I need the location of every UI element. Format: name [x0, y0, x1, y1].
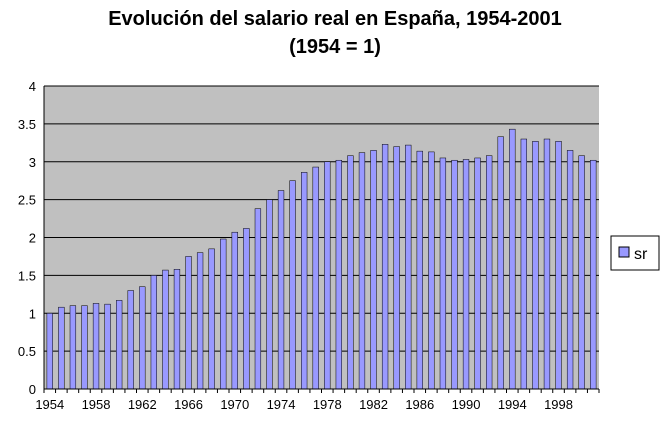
- bar-1985: [405, 144, 412, 390]
- x-tick-label: 1958: [82, 397, 111, 412]
- y-tick-label: 3.5: [18, 117, 36, 132]
- bars: [46, 128, 597, 390]
- bar-1963: [150, 275, 157, 390]
- bar-1989: [451, 159, 458, 390]
- legend-label-sr: sr: [634, 246, 648, 263]
- chart-subtitle: (1954 = 1): [289, 36, 381, 58]
- bar-1995: [520, 138, 527, 390]
- bar-1992: [486, 155, 493, 390]
- bar-1999: [566, 150, 574, 390]
- y-tick-label: 1.5: [18, 268, 36, 283]
- bar-1986: [416, 150, 423, 390]
- bar-1968: [208, 248, 215, 390]
- x-tick-label: 1998: [544, 397, 573, 412]
- bar-1960: [116, 300, 123, 390]
- y-tick-label: 0: [29, 382, 36, 397]
- bar-1975: [289, 180, 296, 390]
- x-tick-label: 1962: [128, 397, 157, 412]
- x-tick-label: 1982: [359, 397, 388, 412]
- bar-1970: [231, 231, 238, 390]
- y-tick-label: 3: [29, 155, 36, 170]
- legend: sr: [610, 235, 660, 271]
- x-tick-label: 1954: [35, 397, 64, 412]
- legend-swatch: [618, 246, 630, 258]
- bar-1956: [69, 305, 77, 390]
- bar-1979: [335, 159, 342, 390]
- bar-1991: [474, 157, 481, 390]
- bar-1984: [393, 146, 400, 390]
- y-tick-label: 2: [29, 231, 36, 246]
- bar-1974: [277, 190, 285, 390]
- x-tick-label: 1974: [267, 397, 296, 412]
- bar-1969: [220, 238, 227, 390]
- bar-1996: [532, 141, 539, 390]
- bar-2000: [578, 155, 585, 390]
- bar-1987: [428, 151, 435, 390]
- y-tick-label: 0.5: [18, 344, 36, 359]
- x-tick-label: 1986: [405, 397, 434, 412]
- x-tick-label: 1994: [498, 397, 527, 412]
- bar-1980: [347, 155, 354, 390]
- bar-1967: [196, 252, 204, 390]
- bar-1964: [162, 269, 169, 390]
- y-tick-label: 1: [29, 306, 36, 321]
- bar-1976: [301, 172, 308, 390]
- bar-1959: [104, 303, 111, 390]
- bar-1988: [439, 157, 447, 390]
- bar-2001: [590, 159, 597, 390]
- bar-1994: [509, 128, 516, 390]
- bar-1978: [324, 161, 331, 390]
- x-tick-label: 1990: [452, 397, 481, 412]
- chart-title: Evolución del salario real en España, 19…: [108, 8, 562, 30]
- bar-1981: [358, 152, 366, 390]
- y-tick-label: 4: [29, 79, 36, 94]
- bar-1971: [243, 228, 250, 390]
- bar-1993: [497, 136, 504, 390]
- bar-1977: [312, 166, 319, 390]
- bar-1972: [254, 208, 262, 390]
- bar-1990: [462, 159, 470, 390]
- y-axis: 0 0.5 1 1.5 2 2.5 3 3.5 4: [18, 79, 45, 397]
- gridlines: [44, 85, 599, 390]
- bar-1966: [185, 256, 192, 390]
- bar-1983: [381, 144, 389, 390]
- bar-1955: [58, 306, 65, 390]
- bar-1958: [92, 303, 100, 390]
- x-tick-label: 1970: [220, 397, 249, 412]
- x-axis: 1954 1958 1962 1966 1970 1974 1978 1982 1986 1990…: [35, 388, 600, 412]
- bar-1965: [173, 269, 181, 390]
- x-tick-label: 1978: [313, 397, 342, 412]
- bar-1962: [139, 286, 146, 390]
- bar-1998: [555, 141, 562, 390]
- bar-1961: [127, 290, 134, 390]
- bar-1957: [81, 305, 88, 390]
- bar-1954: [46, 313, 53, 390]
- bar-1997: [543, 138, 551, 390]
- bar-1973: [266, 199, 273, 390]
- x-tick-label: 1966: [174, 397, 203, 412]
- bar-1982: [370, 150, 377, 390]
- y-tick-label: 2.5: [18, 193, 36, 208]
